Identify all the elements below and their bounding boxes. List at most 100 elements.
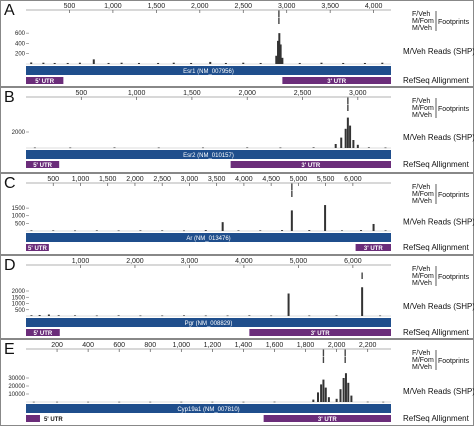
panel-e-read-bar [56, 401, 59, 403]
panel-e-read-bar [149, 401, 152, 403]
panel-d-read-bar [47, 314, 50, 316]
panel-c-gene-label: Ar (NM_013476) [186, 236, 230, 242]
panel-d-ytick-label: 500 [15, 308, 26, 314]
panel-b-read-bar [69, 147, 72, 149]
panel-e-read-bar [366, 401, 369, 403]
panel-e-read-bar [242, 401, 245, 403]
panel-c-read-bar [281, 230, 284, 231]
panel-b-xtick-label: 3,000 [349, 90, 367, 97]
panel-b-read-bar [33, 147, 36, 149]
panel-a-read-bar [92, 59, 95, 64]
panel-a-footprints-label: Footprints [438, 19, 470, 26]
panel-a-ytick-label: 600 [15, 31, 26, 37]
panel-c-xtick-label: 4,000 [235, 176, 253, 183]
panel-b-utr5-bar [26, 161, 60, 168]
panel-c-ytick-label: 1500 [12, 206, 26, 212]
panel-e-refseq-label: RefSeq Allignment [403, 414, 470, 423]
panel-e-fveh-label: F/Veh [412, 350, 430, 357]
panel-a-read-bar [137, 62, 140, 64]
panel-e-read-bar [350, 395, 353, 402]
panel-a-read-bar [53, 62, 56, 64]
panel-e-xtick-label: 1,800 [297, 342, 315, 349]
panel-d-read-bar [182, 315, 185, 316]
panel-c-read-bar [221, 222, 224, 231]
panel-b-xtick-label: 1,500 [183, 90, 201, 97]
panel-d-utr5-label: 5' UTR [34, 331, 53, 337]
panel-a-read-bar [66, 62, 69, 64]
panel-c-xtick-label: 6,000 [344, 176, 362, 183]
panel-e-read-bar [342, 378, 345, 402]
panel-a-fveh-label: F/Veh [412, 11, 430, 18]
panel-b-read-bar [246, 147, 249, 149]
panel-a-read-bar [281, 57, 284, 64]
panel-c-read-bar [30, 230, 33, 231]
panel-a-read-bar [275, 55, 278, 64]
panel-e-xtick-label: 1,400 [235, 342, 253, 349]
panel-a-ytick-label: 200 [15, 52, 26, 58]
panel-a-mveh-label: M/Veh [412, 25, 432, 32]
panel-d-read-bar [74, 315, 77, 316]
panel-a-utr3-label: 3' UTR [327, 79, 346, 85]
panel-e-read-bar [211, 401, 214, 403]
panel-e-utr5-bar [26, 415, 40, 422]
panel-e-utr5-label: 5' UTR [44, 417, 63, 423]
panel-a-read-bar [259, 62, 262, 64]
panel-c-read-bar [139, 230, 142, 231]
panel-c-xtick-label: 1,500 [99, 176, 117, 183]
panel-e-gene-label: Cyp19a1 (NM_007810) [177, 407, 239, 413]
panel-d-ytick-label: 1500 [12, 295, 26, 301]
panel-c-utr3-label: 3' UTR [364, 246, 383, 252]
panel-e-xtick-label: 1,600 [266, 342, 284, 349]
panel-c-gene-bar [26, 233, 391, 242]
panel-b-read-bar [352, 140, 355, 148]
panel-d-footprints-label: Footprints [438, 274, 470, 281]
panel-c-xtick-label: 1,000 [72, 176, 90, 183]
panel-b-refseq-label: RefSeq Allignment [403, 160, 470, 169]
panel-c-xtick-label: 3,500 [208, 176, 226, 183]
panel-c-read-bar [52, 230, 55, 231]
panel-d-xtick-label: 1,000 [72, 258, 90, 265]
panel-c-read-bar [372, 223, 375, 231]
panel-a-xtick-label: 1,500 [148, 3, 166, 10]
panel-c-footprints-label: Footprints [438, 192, 470, 199]
panel-c-read-bar [384, 230, 387, 231]
panel-d-xtick-label: 4,000 [235, 258, 253, 265]
panel-c-ytick-label: 500 [15, 221, 26, 227]
panel-e-read-bar [317, 392, 319, 402]
panel-c-xtick-label: 2,500 [153, 176, 171, 183]
panel-c-read-bar [204, 230, 207, 231]
panel-d-read-bar [30, 315, 33, 316]
panel-c-read-bar [74, 230, 77, 232]
panel-d-read-bar [38, 315, 41, 316]
panel-e-xtick-label: 1,000 [173, 342, 191, 349]
panel-d-utr3-bar [249, 329, 391, 336]
panel-d-read-bar [161, 315, 164, 317]
panel-a-xtick-label: 4,000 [365, 3, 383, 10]
panel-a-read-bar [381, 62, 384, 64]
panel-e-read-bar [382, 401, 385, 403]
panel-b-gene-label: Esr2 (NM_010157) [183, 153, 234, 159]
panel-b-xtick-label: 1,000 [128, 90, 146, 97]
panel-d-read-bar [361, 287, 364, 316]
panel-c-xtick-label: 500 [47, 176, 59, 183]
panel-e-xtick-label: 200 [51, 342, 63, 349]
panel-c-read-bar [360, 230, 363, 231]
panel-e-xtick-label: 2,200 [359, 342, 377, 349]
panel-c-xtick-label: 2,000 [126, 176, 144, 183]
panel-c-xtick-label: 5,000 [290, 176, 308, 183]
panel-b-read-bar [344, 128, 347, 148]
panel-e-read-bar [339, 389, 342, 402]
panel-e-gene-bar [26, 404, 391, 413]
panel-d-read-bar [248, 315, 251, 316]
panel-b-read-bar [356, 144, 359, 148]
panel-b-utr5-label: 5' UTR [33, 163, 52, 169]
panel-e-xtick-label: 400 [82, 342, 94, 349]
panel-a-read-bar [209, 61, 212, 64]
panel-e-ytick-label: 30000 [8, 376, 25, 382]
panel-b-read-bar [367, 147, 370, 148]
panel-a-read-bar [363, 62, 366, 64]
panel-e-read-bar [344, 373, 347, 402]
panel-e-read-bar [322, 379, 325, 402]
panel-b-utr3-label: 3' UTR [301, 163, 320, 169]
